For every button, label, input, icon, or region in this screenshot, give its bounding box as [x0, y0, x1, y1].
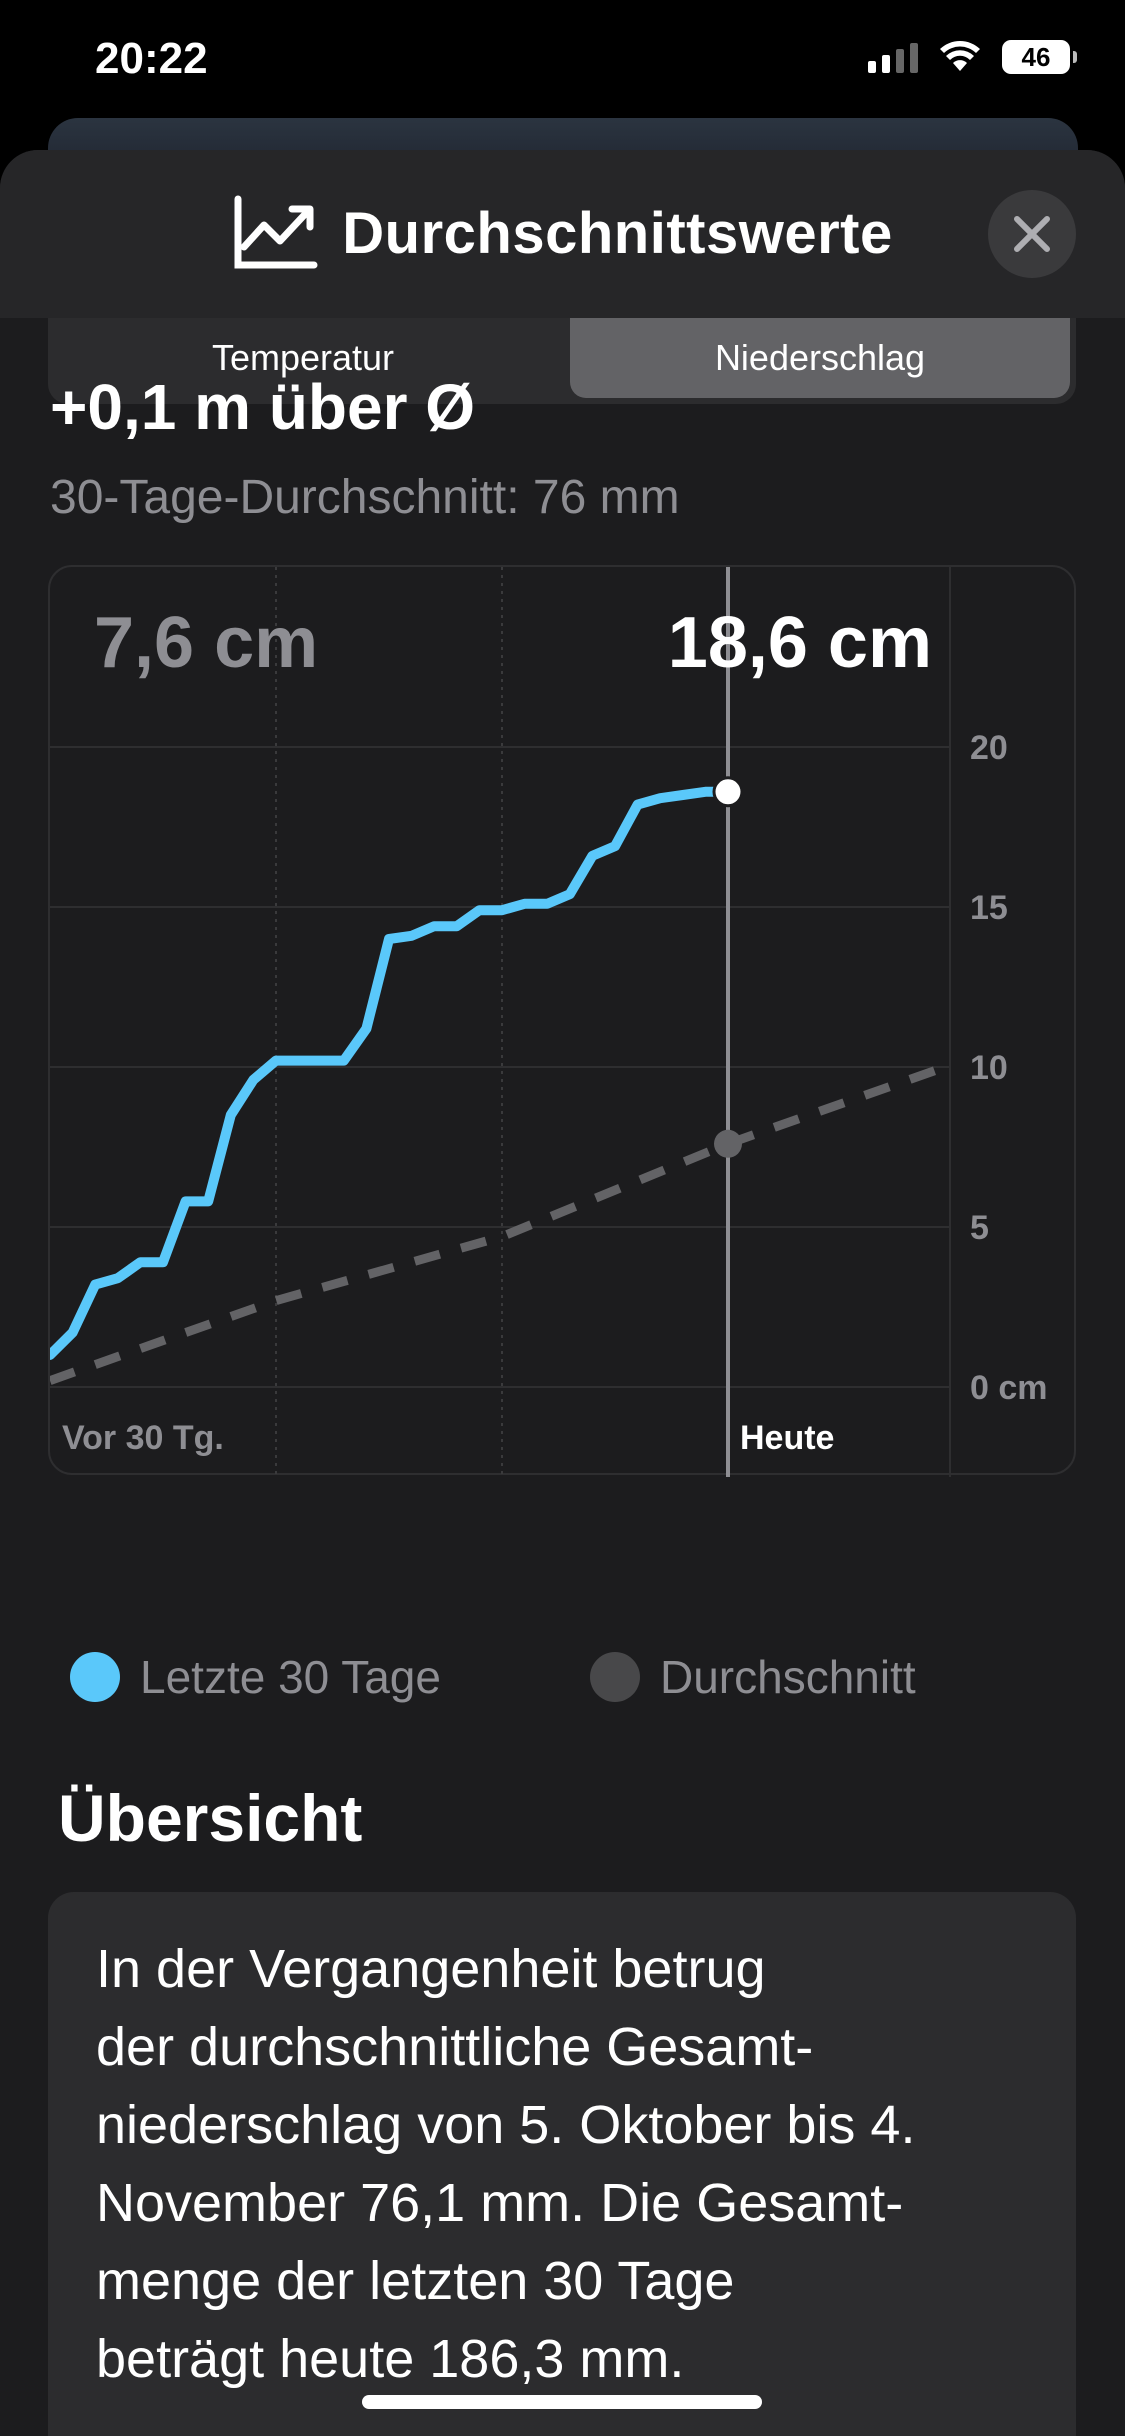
chart-canvas: 7,6 cm 18,6 cm Vor 30 Tg. Heute 0 cm 5 10 1… [50, 567, 1048, 1477]
home-indicator[interactable] [362, 2395, 762, 2409]
deviation-headline: +0,1 m über Ø [50, 371, 476, 443]
current-point-marker [712, 776, 744, 808]
x-start-label: Vor 30 Tg. [62, 1419, 224, 1457]
close-icon [1014, 216, 1050, 252]
battery-icon: 46 [1002, 40, 1077, 74]
segmented-control: Temperatur Niederschlag [48, 318, 1076, 404]
y-tick-label: 10 [970, 1049, 1008, 1087]
close-button[interactable] [988, 190, 1076, 278]
y-tick-label: 5 [970, 1209, 989, 1247]
overview-title: Übersicht [58, 1781, 363, 1855]
average-series-line [50, 1059, 956, 1385]
chart-line-icon [234, 195, 318, 269]
average-point-marker [714, 1129, 742, 1158]
legend-dot-recent [70, 1652, 120, 1702]
sheet-header: Durchschnittswerte [0, 150, 1125, 318]
wifi-icon [940, 41, 980, 71]
average-value-label: 7,6 cm [94, 603, 318, 683]
segment-precipitation[interactable]: Niederschlag [570, 318, 1070, 398]
segment-temperature[interactable]: Temperatur [211, 337, 395, 378]
overview-card: In der Vergangenheit betrug der durchsch… [48, 1892, 1076, 2436]
page-title: Durchschnittswerte [342, 200, 893, 266]
chart-legend: Letzte 30 Tage Durchschnitt [70, 1650, 1070, 1710]
status-time: 20:22 [95, 34, 208, 83]
legend-label-recent: Letzte 30 Tage [140, 1651, 441, 1703]
average-subline: 30-Tage-Durchschnitt: 76 mm [50, 471, 680, 524]
recent-series-line [50, 786, 733, 1360]
y-tick-label: 0 cm [970, 1369, 1048, 1407]
overview-text: In der Vergangenheit betrug der durchsch… [96, 1939, 916, 2389]
legend-item-average: Durchschnitt [590, 1650, 916, 1704]
title-wrap: Durchschnittswerte [0, 195, 1125, 271]
y-tick-label: 15 [970, 889, 1008, 927]
current-value-label: 18,6 cm [668, 603, 932, 683]
status-bar: 20:22 46 [0, 0, 1125, 120]
cellular-signal-icon [868, 41, 918, 73]
legend-label-average: Durchschnitt [660, 1651, 916, 1703]
y-tick-label: 20 [970, 729, 1008, 767]
status-icons: 46 [868, 40, 1077, 74]
precipitation-chart[interactable]: 7,6 cm 18,6 cm Vor 30 Tg. Heute 0 cm 5 10 1… [48, 565, 1076, 1477]
legend-item-recent: Letzte 30 Tage [70, 1650, 441, 1704]
x-today-label: Heute [740, 1419, 834, 1457]
legend-dot-average [590, 1652, 640, 1702]
